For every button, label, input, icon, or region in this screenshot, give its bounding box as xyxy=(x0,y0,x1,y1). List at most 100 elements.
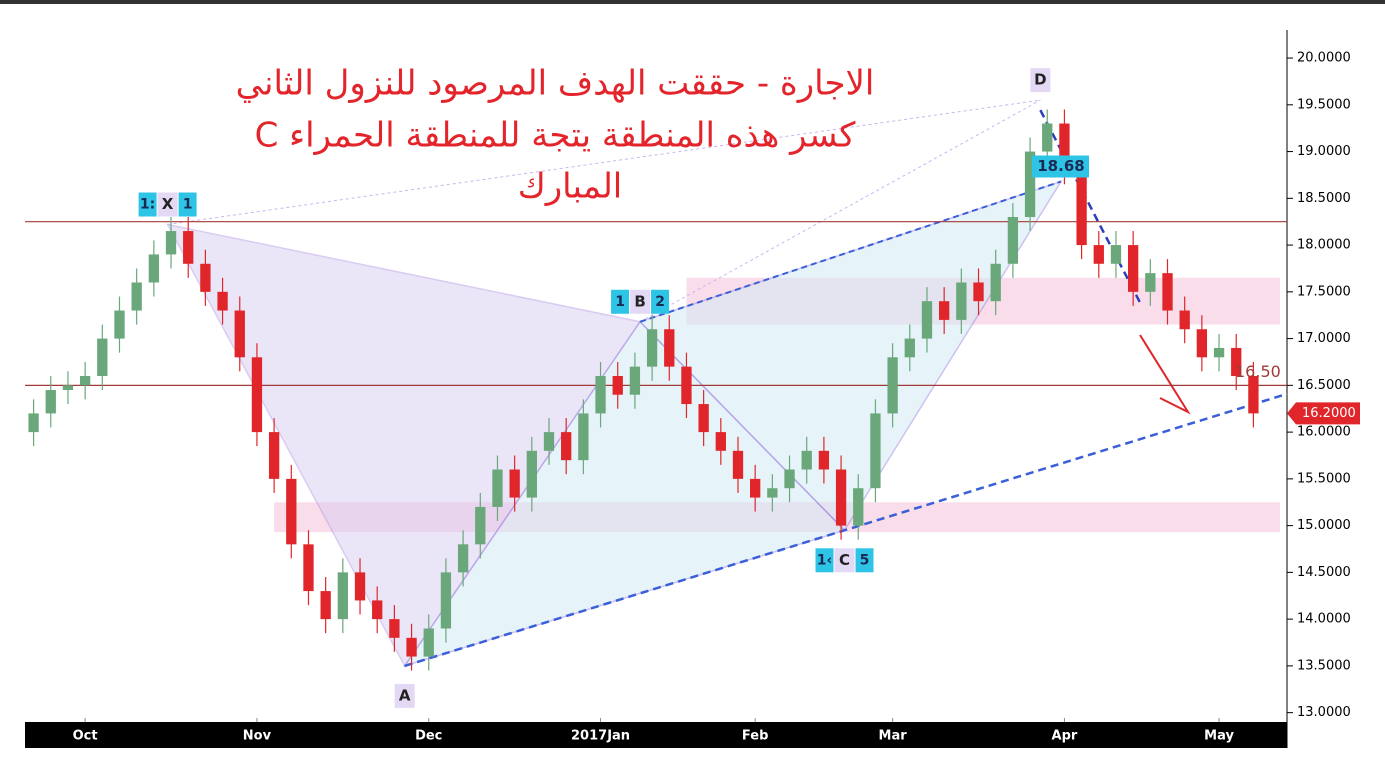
candle-body xyxy=(715,432,726,451)
side-box xyxy=(651,289,670,314)
y-tick-label: 17.5000 xyxy=(1297,284,1351,299)
candle-body xyxy=(372,600,383,620)
candle-body xyxy=(1231,347,1242,376)
candle-body xyxy=(561,432,572,461)
y-tick-label: 18.0000 xyxy=(1297,238,1351,253)
point-label: X xyxy=(162,195,174,213)
candle-body xyxy=(475,506,486,545)
candle-body xyxy=(406,637,417,657)
candle-body xyxy=(354,572,366,601)
candle-body xyxy=(303,544,314,592)
side-label: 1‹ xyxy=(817,552,833,568)
side-box xyxy=(611,289,630,314)
level-note: 16.50 xyxy=(1235,362,1281,381)
y-tick-label: 17.0000 xyxy=(1297,331,1351,346)
candle-body xyxy=(200,263,211,292)
candle-body xyxy=(904,338,915,358)
candle-body xyxy=(492,469,503,507)
y-tick-label: 14.0000 xyxy=(1297,612,1351,627)
candle-body xyxy=(1145,273,1156,292)
candle-body xyxy=(1024,151,1036,218)
candle-body xyxy=(440,572,452,629)
candle-body xyxy=(870,413,881,489)
y-tick-label: 18.5000 xyxy=(1297,191,1351,206)
x-tick-label: Mar xyxy=(879,729,908,744)
y-tick-label: 13.0000 xyxy=(1297,705,1351,720)
candle-body xyxy=(973,282,984,302)
pattern-abc xyxy=(402,320,846,668)
candle-body xyxy=(337,572,348,620)
point-label: A xyxy=(399,686,411,704)
side-box xyxy=(855,548,874,573)
x-tick-label: Dec xyxy=(415,729,442,744)
point-label: D xyxy=(1034,71,1046,89)
trendline xyxy=(404,392,1288,668)
target-label: 18.68 xyxy=(1037,157,1084,175)
side-label: 1 xyxy=(183,197,193,213)
candle-body xyxy=(234,310,245,358)
candle-body xyxy=(286,478,297,545)
title-line: الاجارة - حققت الهدف المرصود للنزول الثا… xyxy=(236,64,875,104)
candle-body xyxy=(990,263,1001,302)
candle-body xyxy=(681,366,692,405)
candle-body xyxy=(921,301,933,339)
candle-body xyxy=(578,413,589,461)
target-box xyxy=(1031,155,1089,178)
candle-body xyxy=(79,376,91,386)
y-tick-label: 19.0000 xyxy=(1297,144,1351,159)
candle-body xyxy=(1007,217,1019,264)
y-tick-label: 19.5000 xyxy=(1297,97,1351,112)
candle-body xyxy=(732,450,744,479)
candle-body xyxy=(268,432,280,479)
y-tick-label: 16.0000 xyxy=(1297,425,1351,440)
point-label: B xyxy=(634,292,645,310)
red-arrow xyxy=(1139,334,1191,415)
candle-body xyxy=(217,291,228,311)
candle-body xyxy=(1093,245,1104,264)
point-label: C xyxy=(839,551,850,569)
candle-body xyxy=(114,310,125,339)
side-box xyxy=(178,192,197,217)
x-tick-label: Apr xyxy=(1052,729,1078,744)
pattern-xd xyxy=(167,99,1041,226)
x-tick-label: May xyxy=(1204,729,1234,744)
side-label: 1 xyxy=(615,294,625,310)
y-tick-label: 16.5000 xyxy=(1297,378,1351,393)
point-box xyxy=(394,683,415,708)
candle-body xyxy=(320,591,331,620)
candle-body xyxy=(698,404,709,433)
candle-body xyxy=(1213,347,1225,358)
candle-body xyxy=(612,376,623,395)
candle-body xyxy=(887,357,898,414)
candle-body xyxy=(646,329,658,367)
title-line: كسر هذه المنطقة يتجة للمنطقة الحمراء C xyxy=(255,116,857,156)
candle-body xyxy=(423,628,434,657)
candle-body xyxy=(767,488,778,498)
title-line: المبارك xyxy=(518,167,623,207)
candle-body xyxy=(97,338,108,376)
y-tick-label: 20.0000 xyxy=(1297,51,1351,66)
candle-body xyxy=(1127,245,1139,292)
candle-body xyxy=(28,413,39,433)
candle-body xyxy=(629,366,641,395)
y-tick-label: 15.0000 xyxy=(1297,518,1351,533)
pattern-bt xyxy=(639,180,1062,323)
side-label: 5 xyxy=(860,552,870,568)
candle-body xyxy=(1110,245,1122,264)
candle-body xyxy=(62,385,74,391)
side-box xyxy=(138,192,157,217)
x-tick-label: Feb xyxy=(742,729,768,744)
y-tick-label: 13.5000 xyxy=(1297,658,1351,673)
last-price-tag xyxy=(1287,402,1360,425)
candle-body xyxy=(389,619,400,638)
side-label: 2 xyxy=(655,294,665,310)
candle-body xyxy=(148,254,160,283)
side-label: 1: xyxy=(140,197,155,213)
top-border xyxy=(0,0,1385,4)
candle-body xyxy=(131,282,142,311)
candle-body xyxy=(818,450,830,470)
candle-body xyxy=(784,469,795,489)
trendline-d xyxy=(1039,109,1143,307)
